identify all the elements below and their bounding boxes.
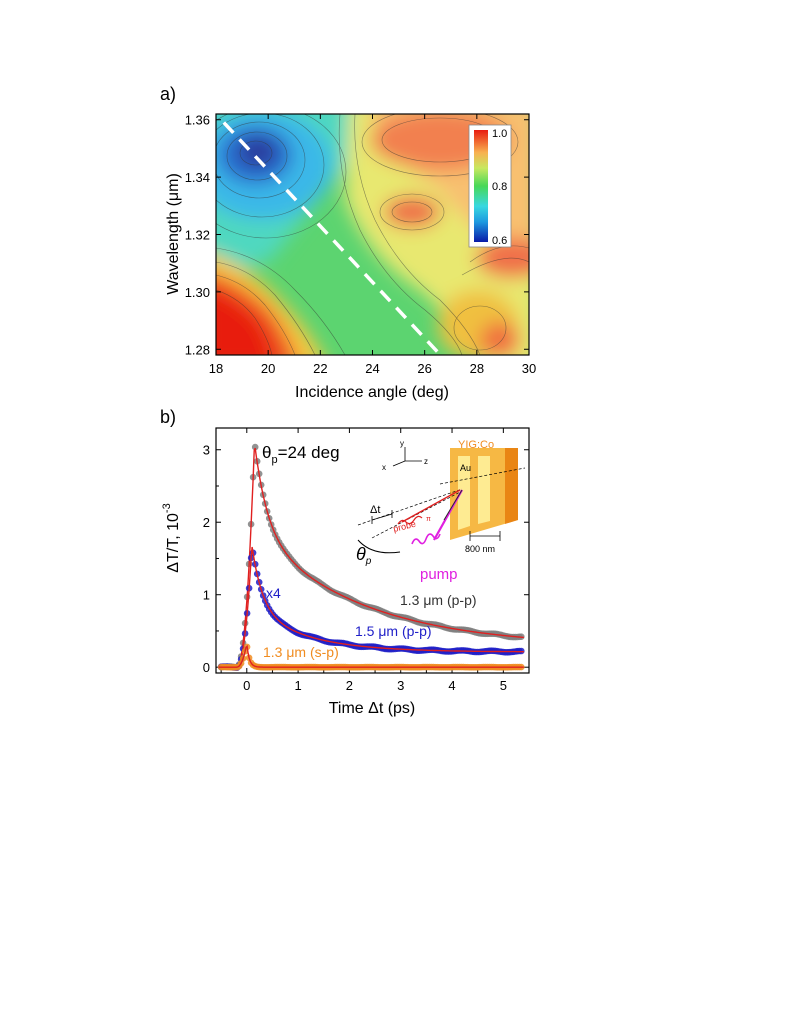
series-label-1.3-sp: 1.3 μm (s-p) xyxy=(263,644,339,660)
heatmap-y-axis-label: Wavelength (μm) xyxy=(165,173,182,295)
series-group xyxy=(217,443,525,672)
heatmap-x-axis-label: Incidence angle (deg) xyxy=(295,384,449,401)
x-tick-label: 20 xyxy=(261,361,275,376)
x-tick-label: 24 xyxy=(365,361,379,376)
line-chart: 0 1 2 3 4 5 0 1 2 3 θp=24 deg x4 1.3 μm (p-p) 1.5… xyxy=(161,427,530,717)
y-tick-label: 2 xyxy=(203,515,210,530)
inset-material-label: YIG:Co xyxy=(458,439,494,451)
pump-pulse xyxy=(411,533,441,545)
region-dark-blue xyxy=(238,136,278,168)
inset-metal-label: Au xyxy=(460,463,471,473)
inset-angle-label: θp xyxy=(356,544,372,567)
x-tick-label: 2 xyxy=(346,678,353,693)
x-tick-label: 0 xyxy=(243,678,250,693)
inset-schematic: y x z YIG:Co Au Δt xyxy=(356,439,526,583)
region-orange-corner xyxy=(480,322,520,355)
heatmap-axes: 18 20 22 24 26 28 30 1.28 1.30 1.32 1.34 1.36 xyxy=(185,113,537,376)
y-tick-label: 0 xyxy=(203,660,210,675)
x-tick-label: 3 xyxy=(397,678,404,693)
inset-delay-label: Δt xyxy=(370,504,380,516)
x-tick-label: 1 xyxy=(294,678,301,693)
x-tick-label: 18 xyxy=(209,361,223,376)
colorbar-label-max: 1.0 xyxy=(492,128,507,140)
heatmap: 1.0 0.8 0.6 18 20 22 24 26 28 30 1.28 1.30 1.32 1.… xyxy=(165,113,537,401)
line-chart-axes: 0 1 2 3 4 5 0 1 2 3 xyxy=(203,428,530,693)
probe-pulse xyxy=(397,515,423,525)
y-tick-label: 1 xyxy=(203,588,210,603)
angle-arc xyxy=(357,539,401,554)
colorbar-label-min: 0.6 xyxy=(492,235,507,247)
y-tick-label: 1.36 xyxy=(185,113,210,128)
reflected-beam xyxy=(443,489,463,521)
y-tick-label: 1.34 xyxy=(185,170,210,185)
y-tick-label: 1.32 xyxy=(185,228,210,243)
inset-axis-z: z xyxy=(424,457,428,466)
inset-period-label: 800 nm xyxy=(465,544,495,554)
panel-b-label: b) xyxy=(160,407,176,427)
inset-axis-y: y xyxy=(400,439,404,448)
dashed-guide-line xyxy=(222,121,439,354)
fit-line xyxy=(218,447,524,668)
x-tick-label: 26 xyxy=(417,361,431,376)
x-tick-label: 5 xyxy=(500,678,507,693)
inset-pump-label: pump xyxy=(420,566,458,583)
colorbar-label-mid: 0.8 xyxy=(492,181,507,193)
x-tick-label: 30 xyxy=(522,361,536,376)
panel-a-label: a) xyxy=(160,84,176,104)
grating-stripe-2 xyxy=(478,456,490,524)
region-red-low xyxy=(216,290,273,355)
series-label-1.3-pp: 1.3 μm (p-p) xyxy=(400,592,477,608)
period-bracket xyxy=(469,531,501,541)
multiplier-label: x4 xyxy=(266,585,281,601)
y-tick-label: 1.30 xyxy=(185,285,210,300)
x-tick-label: 4 xyxy=(448,678,455,693)
series-label-1.5-pp: 1.5 μm (p-p) xyxy=(355,623,432,639)
inset-small-label: π xyxy=(426,516,431,523)
series-2 xyxy=(217,643,525,671)
colorbar: 1.0 0.8 0.6 xyxy=(468,124,512,248)
x-tick-label: 28 xyxy=(470,361,484,376)
delay-bracket xyxy=(371,510,393,524)
y-tick-label: 1.28 xyxy=(185,342,210,357)
fit-line xyxy=(218,546,524,668)
inset-axis-x: x xyxy=(382,463,386,472)
yig-film-side xyxy=(505,448,518,524)
fit-line xyxy=(218,644,524,668)
x-tick-label: 22 xyxy=(313,361,327,376)
inset-axes-icon xyxy=(392,447,422,467)
line-chart-x-axis-label: Time Δt (ps) xyxy=(329,700,416,717)
y-tick-label: 3 xyxy=(203,443,210,458)
grating-stripe-1 xyxy=(458,456,470,530)
line-chart-y-axis-label: ΔT/T, 10-3 xyxy=(161,503,182,572)
region-orange-spot xyxy=(384,196,440,228)
colorbar-gradient xyxy=(474,130,488,242)
probe-beam xyxy=(401,489,461,523)
theta-annotation: θp=24 deg xyxy=(262,443,340,466)
region-orange-right xyxy=(476,238,529,278)
